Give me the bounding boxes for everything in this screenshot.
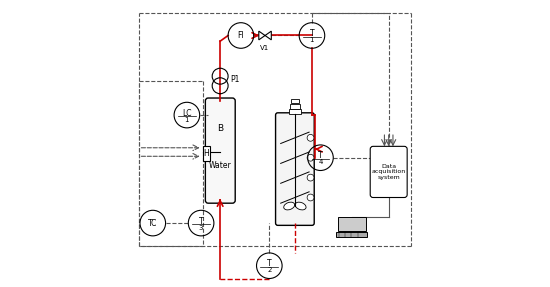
Bar <box>338 217 366 231</box>
Ellipse shape <box>295 202 306 210</box>
Text: 1: 1 <box>310 37 314 43</box>
Bar <box>289 109 301 114</box>
Text: TC: TC <box>148 219 157 228</box>
Text: 4: 4 <box>318 159 323 165</box>
Polygon shape <box>259 31 265 40</box>
Text: LC: LC <box>182 109 191 118</box>
Bar <box>336 232 367 237</box>
Text: 1: 1 <box>185 117 189 123</box>
Text: T: T <box>199 217 204 226</box>
Circle shape <box>307 154 314 161</box>
Text: T: T <box>267 259 272 268</box>
Text: H: H <box>204 149 210 158</box>
Bar <box>290 104 300 108</box>
Circle shape <box>307 174 314 181</box>
Circle shape <box>307 134 314 141</box>
Text: T: T <box>310 29 314 38</box>
Text: P1: P1 <box>230 75 239 84</box>
Text: V1: V1 <box>261 45 270 51</box>
FancyBboxPatch shape <box>205 98 235 203</box>
Text: 3: 3 <box>199 224 204 230</box>
Circle shape <box>307 194 314 201</box>
Ellipse shape <box>284 202 295 210</box>
FancyBboxPatch shape <box>276 113 314 225</box>
Text: B: B <box>217 124 223 133</box>
Text: FI: FI <box>238 31 244 40</box>
Bar <box>202 146 211 160</box>
Polygon shape <box>265 31 271 40</box>
Text: T: T <box>318 151 323 160</box>
FancyBboxPatch shape <box>370 146 407 197</box>
Text: Water: Water <box>209 161 232 170</box>
Text: Data
acquisition
system: Data acquisition system <box>372 164 406 180</box>
Bar <box>290 99 299 103</box>
Text: 2: 2 <box>267 267 272 273</box>
